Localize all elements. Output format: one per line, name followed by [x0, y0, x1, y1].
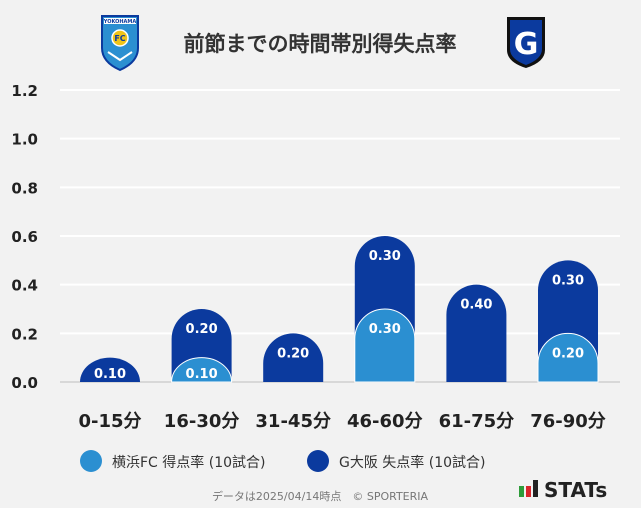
stats-brand-text: STATs — [544, 478, 607, 502]
bar-gamba — [446, 284, 507, 382]
y-tick-label: 0.4 — [11, 277, 38, 295]
legend-marker-yokohama — [80, 450, 102, 472]
y-tick-label: 0.0 — [11, 374, 38, 392]
data-label-gamba: 0.30 — [552, 273, 584, 288]
gridlines — [60, 89, 620, 383]
y-tick-label: 0.2 — [11, 325, 38, 343]
bar-gamba — [80, 357, 140, 382]
y-tick-label: 0.8 — [11, 179, 38, 197]
bar-yokohama — [171, 357, 233, 383]
legend-label-yokohama: 横浜FC 得点率 (10試合) — [112, 454, 265, 471]
data-label-yokohama: 0.30 — [369, 322, 401, 337]
data-label-gamba: 0.20 — [186, 322, 218, 337]
x-tick-label: 31-45分 — [255, 411, 331, 432]
data-label-gamba: 0.20 — [277, 346, 309, 361]
footer-note: データは2025/04/14時点 © SPORTERIA — [212, 489, 429, 503]
data-label-gamba: 0.10 — [94, 367, 126, 382]
header: YOKOHAMA FC 前節までの時間帯別得失点率 G — [101, 15, 545, 72]
x-tick-label: 76-90分 — [530, 411, 606, 432]
logo-left-text: YOKOHAMA — [103, 19, 137, 25]
legend: 横浜FC 得点率 (10試合) G大阪 失点率 (10試合) — [80, 450, 486, 472]
x-tick-label: 46-60分 — [347, 411, 423, 432]
bar-yokohama — [354, 308, 416, 383]
bar-yokohama — [537, 332, 599, 383]
x-tick-label: 16-30分 — [164, 411, 240, 432]
logo-left-badge: FC — [114, 34, 125, 43]
y-tick-label: 0.6 — [11, 228, 38, 246]
x-axis: 0-15分 16-30分 31-45分 46-60分 61-75分 76-90分 — [78, 411, 605, 432]
y-tick-label: 1.0 — [11, 131, 38, 149]
stats-logo-icon — [519, 480, 538, 497]
x-tick-label: 61-75分 — [439, 411, 515, 432]
stats-brand: STATs — [519, 478, 607, 502]
bar-gamba — [263, 333, 324, 382]
data-label-gamba: 0.30 — [369, 249, 401, 264]
chart-title: 前節までの時間帯別得失点率 — [184, 32, 457, 56]
legend-marker-gamba — [307, 450, 329, 472]
y-tick-label: 1.2 — [11, 82, 38, 100]
y-axis: 0.0 0.2 0.4 0.6 0.8 1.0 1.2 — [11, 82, 38, 392]
data-label-yokohama: 0.20 — [552, 346, 584, 361]
gamba-osaka-logo: G — [507, 17, 545, 68]
yokohama-fc-logo: YOKOHAMA FC — [101, 15, 139, 72]
data-label-gamba: 0.40 — [460, 298, 492, 313]
legend-label-gamba: G大阪 失点率 (10試合) — [339, 454, 486, 471]
x-tick-label: 0-15分 — [78, 411, 141, 432]
bars: 0.10 0.20 0.10 0.20 0.30 0.30 0.40 0.30 0.20 — [80, 236, 599, 383]
logo-right-letter: G — [514, 27, 539, 62]
data-label-yokohama: 0.10 — [186, 367, 218, 382]
